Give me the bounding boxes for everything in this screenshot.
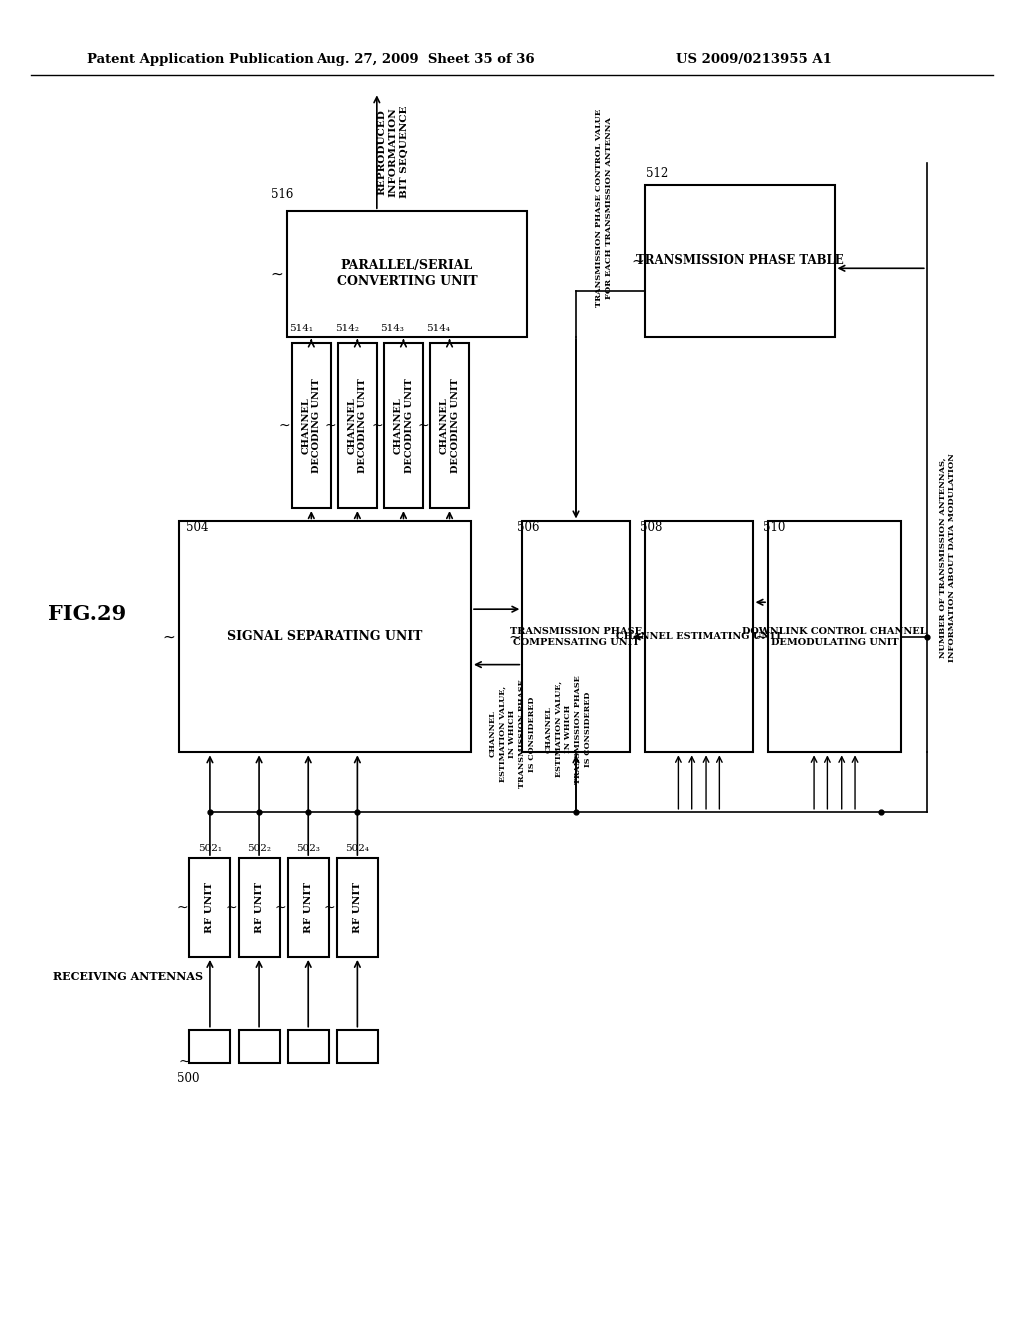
- Text: 512: 512: [646, 166, 669, 180]
- Text: ~: ~: [270, 267, 283, 281]
- Text: CHANNEL
DECODING UNIT: CHANNEL DECODING UNIT: [439, 379, 460, 473]
- Text: 510: 510: [763, 521, 785, 535]
- Bar: [337, 1030, 378, 1063]
- Bar: [522, 521, 630, 752]
- Text: 514₁: 514₁: [289, 323, 312, 333]
- Text: ~: ~: [417, 418, 429, 433]
- Text: ~: ~: [279, 418, 291, 433]
- Text: 514₄: 514₄: [426, 323, 450, 333]
- Text: 506: 506: [517, 521, 540, 535]
- Text: PARALLEL/SERIAL
CONVERTING UNIT: PARALLEL/SERIAL CONVERTING UNIT: [337, 260, 477, 288]
- Text: ~: ~: [632, 630, 644, 644]
- Text: 508: 508: [640, 521, 663, 535]
- Text: Aug. 27, 2009  Sheet 35 of 36: Aug. 27, 2009 Sheet 35 of 36: [315, 53, 535, 66]
- Text: ~: ~: [632, 253, 644, 268]
- Text: 502₄: 502₄: [345, 843, 369, 853]
- Text: ~: ~: [371, 418, 383, 433]
- Text: REPRODUCED
INFORMATION
BIT SEQUENCE: REPRODUCED INFORMATION BIT SEQUENCE: [378, 106, 409, 198]
- Bar: [292, 343, 331, 508]
- Text: 502₁: 502₁: [198, 843, 221, 853]
- Bar: [645, 185, 835, 337]
- Bar: [337, 858, 378, 957]
- Text: 504: 504: [186, 521, 209, 535]
- Bar: [239, 858, 280, 957]
- Text: ~: ~: [176, 900, 188, 915]
- Text: ~: ~: [178, 1055, 190, 1068]
- Text: RF UNIT: RF UNIT: [304, 882, 312, 933]
- Text: RF UNIT: RF UNIT: [353, 882, 361, 933]
- Bar: [288, 1030, 329, 1063]
- Bar: [189, 858, 230, 957]
- Text: RECEIVING ANTENNAS: RECEIVING ANTENNAS: [53, 972, 203, 982]
- Text: 514₃: 514₃: [380, 323, 403, 333]
- Bar: [384, 343, 423, 508]
- Text: 516: 516: [271, 187, 294, 201]
- Text: SIGNAL SEPARATING UNIT: SIGNAL SEPARATING UNIT: [227, 631, 423, 643]
- Text: RF UNIT: RF UNIT: [255, 882, 263, 933]
- Text: ~: ~: [509, 630, 521, 644]
- Text: ~: ~: [324, 900, 336, 915]
- Text: RF UNIT: RF UNIT: [206, 882, 214, 933]
- Text: TRANSMISSION PHASE CONTROL VALUE
FOR EACH TRANSMISSION ANTENNA: TRANSMISSION PHASE CONTROL VALUE FOR EAC…: [595, 108, 613, 308]
- Bar: [645, 521, 753, 752]
- Text: ~: ~: [325, 418, 337, 433]
- Bar: [287, 211, 527, 337]
- Text: ~: ~: [274, 900, 287, 915]
- Text: US 2009/0213955 A1: US 2009/0213955 A1: [676, 53, 831, 66]
- Text: CHANNEL
DECODING UNIT: CHANNEL DECODING UNIT: [347, 379, 368, 473]
- Text: CHANNEL
DECODING UNIT: CHANNEL DECODING UNIT: [301, 379, 322, 473]
- Text: 500: 500: [177, 1072, 200, 1085]
- Text: DOWNLINK CONTROL CHANNEL
DEMODULATING UNIT: DOWNLINK CONTROL CHANNEL DEMODULATING UN…: [742, 627, 927, 647]
- Bar: [288, 858, 329, 957]
- Text: ~: ~: [163, 630, 175, 644]
- Text: TRANSMISSION PHASE TABLE: TRANSMISSION PHASE TABLE: [636, 255, 844, 267]
- Text: CHANNEL
DECODING UNIT: CHANNEL DECODING UNIT: [393, 379, 414, 473]
- Text: 502₃: 502₃: [296, 843, 319, 853]
- Text: CHANNEL ESTIMATING UNIT: CHANNEL ESTIMATING UNIT: [615, 632, 782, 642]
- Bar: [768, 521, 901, 752]
- Text: 502₂: 502₂: [247, 843, 270, 853]
- Bar: [338, 343, 377, 508]
- Text: ~: ~: [225, 900, 238, 915]
- Text: ~: ~: [755, 630, 767, 644]
- Bar: [239, 1030, 280, 1063]
- Text: CHANNEL
ESTIMATION VALUE,
IN WHICH
TRANSMISSION PHASE
IS CONSIDERED: CHANNEL ESTIMATION VALUE, IN WHICH TRANS…: [545, 675, 592, 784]
- Text: TRANSMISSION PHASE
COMPENSATING UNIT: TRANSMISSION PHASE COMPENSATING UNIT: [510, 627, 642, 647]
- Text: NUMBER OF TRANSMISSION ANTENNAS,
INFORMATION ABOUT DATA MODULATION: NUMBER OF TRANSMISSION ANTENNAS, INFORMA…: [938, 453, 956, 663]
- Text: CHANNEL
ESTIMATION VALUE,
IN WHICH
TRANSMISSION PHASE
IS CONSIDERED: CHANNEL ESTIMATION VALUE, IN WHICH TRANS…: [488, 680, 536, 788]
- Bar: [189, 1030, 230, 1063]
- Text: Patent Application Publication: Patent Application Publication: [87, 53, 313, 66]
- Bar: [179, 521, 471, 752]
- Bar: [430, 343, 469, 508]
- Text: FIG.29: FIG.29: [48, 603, 126, 624]
- Text: 514₂: 514₂: [335, 323, 358, 333]
